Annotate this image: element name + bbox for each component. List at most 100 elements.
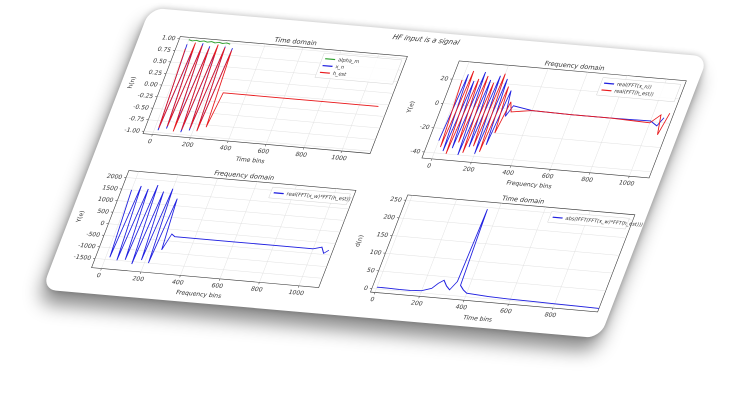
y-axis-label: h(n) [127,76,138,89]
grid-line [219,181,258,279]
grid-line [419,199,457,297]
legend-swatch [552,216,563,219]
grid-line [371,288,600,309]
grid-line [385,253,613,274]
x-tick [302,147,305,150]
y-tick-label: 150 [375,231,389,239]
grid-line [103,235,332,256]
y-tick-label: 0 [434,100,440,107]
grid-line [152,107,380,129]
legend-label: real(FFT(h_est)) [613,89,654,98]
x-tick-label: 0 [369,296,375,303]
x-tick [139,271,142,274]
y-tick-label: -0.50 [132,104,150,112]
grid-line [552,210,591,309]
plot-area [91,170,357,288]
y-tick-label: -1000 [77,242,97,250]
x-tick-label: 200 [410,300,424,308]
series-line [109,184,330,265]
legend-box [268,186,351,205]
y-tick-label: 0.50 [152,58,168,66]
series-line [158,42,379,132]
x-tick-label: 1000 [618,179,636,187]
x-tick [628,176,630,179]
y-tick-label: -1.00 [123,127,141,135]
y-tick-label: 50 [366,267,376,274]
legend-box [547,211,630,230]
x-tick-label: 800 [580,176,594,184]
x-tick-label: 600 [499,308,513,316]
legend-swatch [603,82,615,85]
y-tick-label: 2000 [106,173,124,181]
y-tick-label: 1.00 [161,34,177,42]
y-tick-label: 500 [96,208,110,216]
grid-line [508,207,547,305]
series-line [376,209,600,309]
x-tick [265,144,267,147]
grid-line [108,223,336,244]
grid-line [463,203,502,301]
legend-label: h_est [332,71,347,78]
legend-label: real(FFT(x_n)) [616,82,653,91]
legend-label: alpha_m [337,57,360,65]
y-tick-label: -0.25 [136,92,154,100]
x-tick [507,304,509,307]
grid-line [143,131,372,152]
y-tick-label: -1500 [72,254,92,262]
figure-card: HF input is a signal Time domain Time bin… [42,7,708,339]
y-tick-label: 0.25 [147,69,163,77]
chart-title: Time domain [500,194,546,205]
x-tick-label: 1000 [287,289,305,297]
x-tick [470,162,472,165]
x-tick [588,172,591,175]
y-tick-label: 1000 [97,196,115,204]
legend-swatch [273,192,284,195]
x-tick-label: 400 [454,304,468,312]
x-tick-label: 800 [294,151,308,159]
grid-line [180,178,218,276]
x-tick-label: 0 [426,163,432,170]
legend-swatch [324,58,336,61]
x-tick [463,300,465,303]
x-tick-label: 400 [171,279,185,287]
y-tick-label: 250 [389,196,403,204]
y-tick-label: -40 [409,148,421,156]
legend-label: real(FFT(x_w)*FFT(h_est)) [285,192,351,203]
x-tick [430,158,433,161]
x-tick-label: 0 [146,138,152,145]
x-tick [227,141,229,144]
legend-swatch [319,71,331,74]
y-tick-label: 1500 [101,185,119,193]
x-tick [297,285,300,288]
x-tick-label: 1000 [330,154,348,162]
x-tick [418,296,420,299]
x-axis-label: Frequency bins [175,289,223,300]
grid-line [510,68,549,166]
legend-box [314,52,403,85]
x-tick [218,278,221,281]
grid-line [398,217,627,238]
legend-box [596,77,682,103]
x-tick [179,275,181,278]
grid-line [298,188,337,286]
legend-swatch [322,64,333,67]
series-line [188,39,231,45]
x-tick [100,268,102,271]
x-tick [258,282,260,285]
grid-line [424,151,652,173]
x-tick-label: 800 [543,311,557,319]
x-tick-label: 200 [131,275,145,283]
x-tick [373,292,376,295]
x-tick-label: 0 [95,272,101,279]
y-tick-label: 100 [369,249,383,257]
x-tick [151,134,153,137]
series-line [439,70,671,154]
x-tick [189,137,191,140]
x-tick-label: 600 [210,282,224,290]
y-tick-label: 0.00 [143,81,159,89]
x-tick [340,150,342,153]
y-tick-label: 0.75 [156,46,172,54]
x-tick-label: 200 [462,166,476,174]
x-axis-label: Frequency bins [505,180,553,191]
y-tick-label: 20 [439,75,449,82]
